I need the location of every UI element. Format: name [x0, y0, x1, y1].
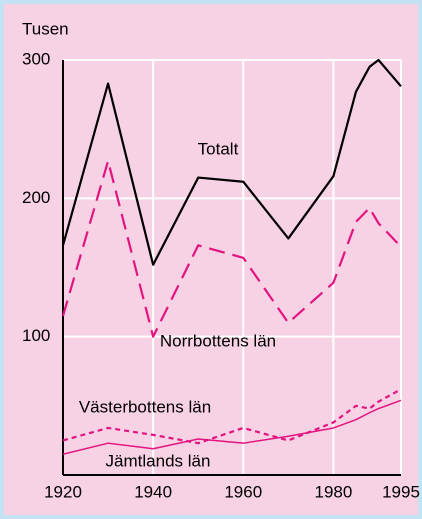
series-line [61, 159, 402, 338]
y-tick-label: 300 [22, 49, 50, 68]
series-label: Norrbottens län [160, 331, 276, 350]
series-line [61, 58, 402, 266]
x-tick-label: 1960 [224, 482, 262, 501]
x-tick-label: 1920 [44, 482, 82, 501]
x-tick-label: 1995 [382, 482, 420, 501]
y-tick-label: 200 [22, 188, 50, 207]
x-tick-label: 1940 [134, 482, 172, 501]
y-axis-label: Tusen [22, 19, 69, 38]
series-label: Västerbottens län [79, 397, 211, 416]
series-line [62, 399, 402, 455]
series-line [62, 388, 402, 445]
series-label: Jämtlands län [106, 451, 211, 470]
x-tick-label: 1980 [314, 482, 352, 501]
y-tick-label: 100 [22, 326, 50, 345]
series-label: Totalt [198, 139, 239, 158]
